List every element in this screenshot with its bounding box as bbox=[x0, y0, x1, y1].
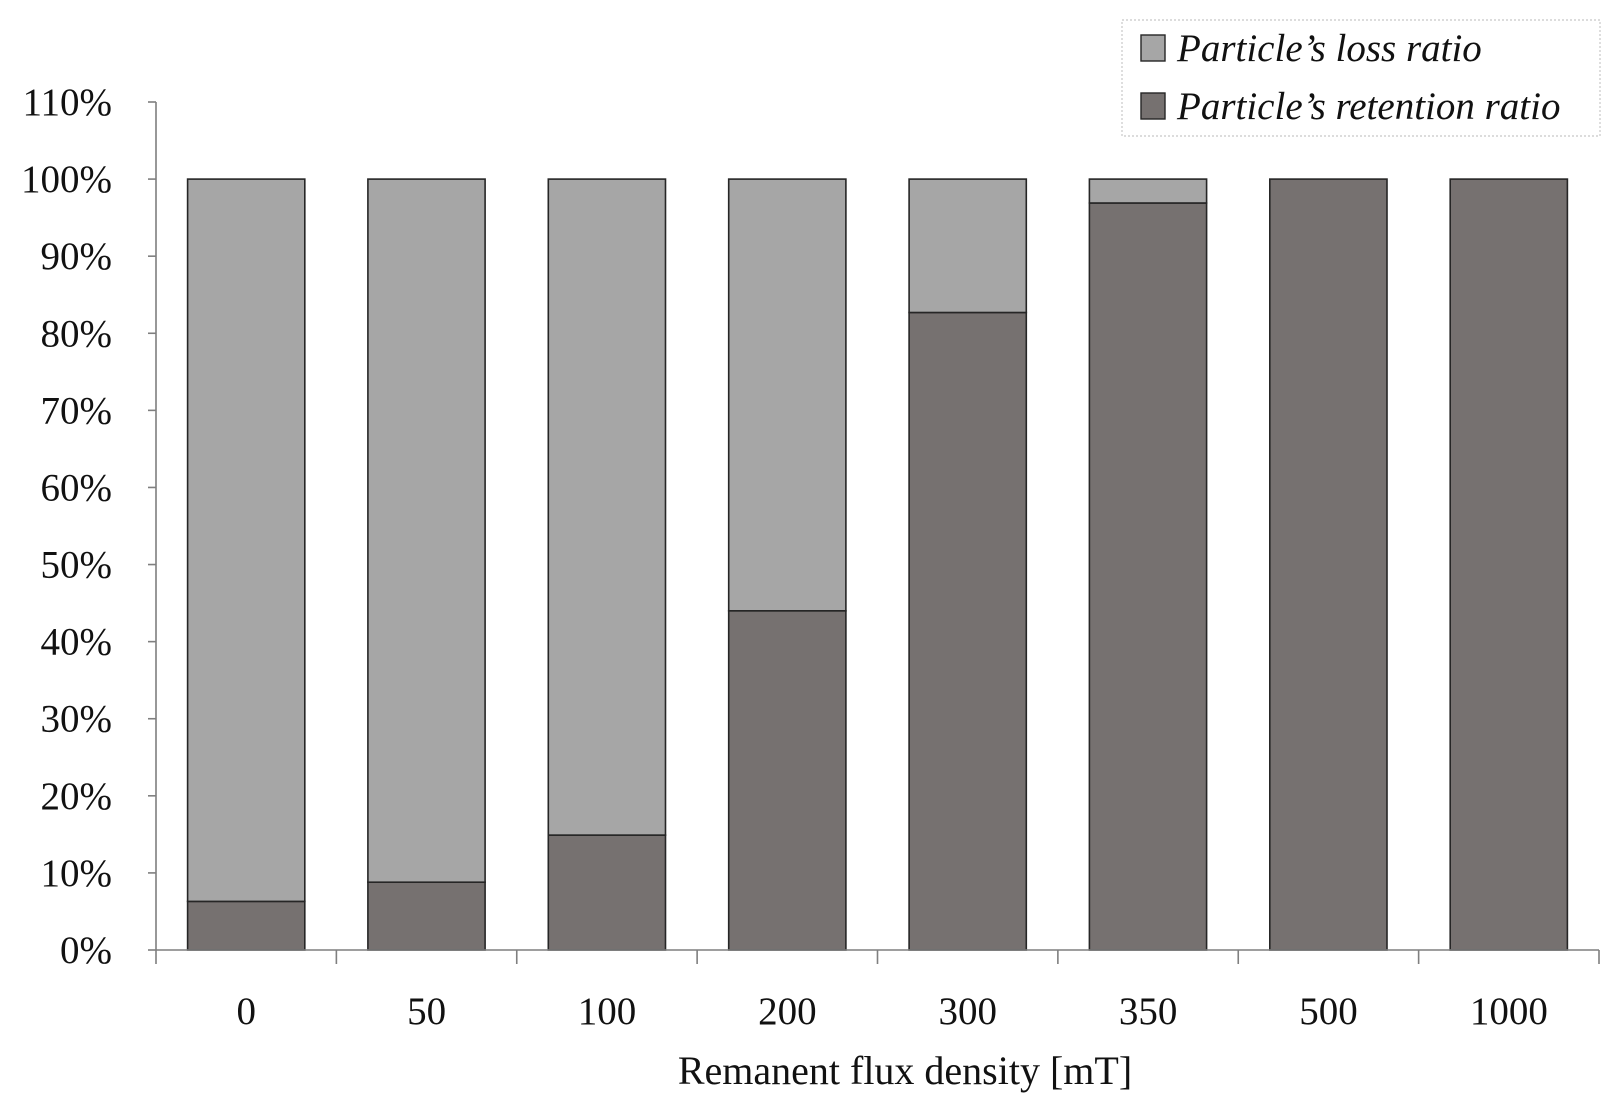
legend-label: Particle’s loss ratio bbox=[1176, 27, 1482, 70]
bar-retention-100 bbox=[547, 834, 667, 951]
y-tick-label: 80% bbox=[41, 312, 113, 355]
bars-group bbox=[186, 178, 1569, 951]
legend-label: Particle’s retention ratio bbox=[1176, 85, 1560, 128]
bar-loss-50 bbox=[367, 178, 486, 883]
y-ticks-group: 0% 10% 20% 30% 40% 50% 60% 70% 80% 90% 100% 110% bbox=[21, 81, 156, 972]
x-tick-label: 50 bbox=[407, 990, 446, 1033]
legend: Particle’s loss ratio Particle’s retentio… bbox=[1121, 19, 1601, 137]
bar-retention-50 bbox=[367, 881, 486, 951]
x-tick-label: 300 bbox=[938, 990, 997, 1033]
bar-loss-0 bbox=[186, 178, 306, 903]
y-tick-label: 0% bbox=[60, 929, 112, 972]
y-tick-label: 70% bbox=[41, 389, 113, 432]
y-tick-label: 110% bbox=[22, 81, 112, 124]
x-tick-label: 0 bbox=[236, 990, 256, 1033]
legend-box bbox=[1121, 19, 1601, 137]
bar-loss-100 bbox=[547, 178, 667, 836]
legend-swatch bbox=[1140, 92, 1166, 120]
y-tick-label: 20% bbox=[41, 775, 113, 818]
x-tick-label: 500 bbox=[1299, 990, 1358, 1033]
bar-retention-350 bbox=[1088, 202, 1208, 951]
y-tick-label: 50% bbox=[41, 544, 113, 587]
y-tick-label: 100% bbox=[21, 158, 112, 201]
x-tick-label: 350 bbox=[1119, 990, 1178, 1033]
x-tick-label: 1000 bbox=[1470, 990, 1548, 1033]
x-tick-label: 100 bbox=[578, 990, 637, 1033]
bar-retention-300 bbox=[908, 311, 1028, 951]
y-tick-label: 90% bbox=[41, 235, 113, 278]
bar-retention-500 bbox=[1269, 178, 1388, 951]
x-tick-label: 200 bbox=[758, 990, 817, 1033]
x-axis-title: Remanent flux density [mT] bbox=[678, 1048, 1132, 1093]
bar-loss-300 bbox=[908, 178, 1028, 314]
y-tick-label: 60% bbox=[41, 466, 113, 509]
bar-loss-350 bbox=[1088, 178, 1208, 204]
bar-loss-200 bbox=[727, 178, 847, 612]
y-tick-label: 10% bbox=[41, 852, 113, 895]
bar-retention-200 bbox=[727, 609, 847, 951]
y-tick-label: 30% bbox=[41, 698, 113, 741]
legend-swatch bbox=[1140, 34, 1166, 62]
x-ticks-group: 0 50 100 200 300 350 500 1000 bbox=[155, 950, 1600, 1033]
y-tick-label: 40% bbox=[41, 621, 113, 664]
bar-retention-0 bbox=[186, 900, 306, 951]
bar-retention-1000 bbox=[1449, 178, 1569, 951]
